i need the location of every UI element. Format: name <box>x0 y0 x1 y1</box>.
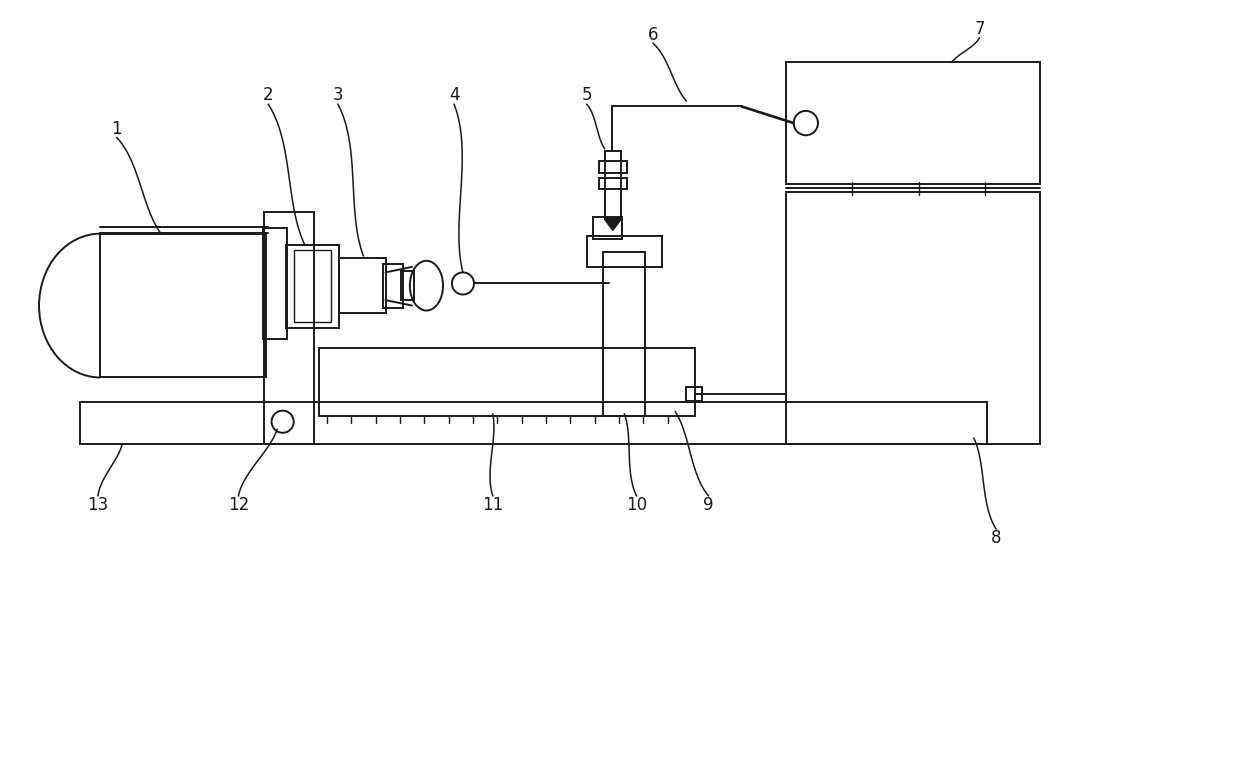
Text: 11: 11 <box>482 496 503 514</box>
Text: 1: 1 <box>112 119 122 138</box>
Bar <box>587 236 662 267</box>
Bar <box>286 245 339 328</box>
Bar <box>594 217 622 239</box>
Bar <box>599 178 626 189</box>
Text: 2: 2 <box>263 87 274 104</box>
Bar <box>100 234 267 378</box>
Bar <box>264 211 314 444</box>
Text: 8: 8 <box>991 529 1002 547</box>
Text: 7: 7 <box>975 20 985 38</box>
Bar <box>604 253 646 416</box>
Bar <box>786 62 1040 184</box>
Text: 10: 10 <box>626 496 647 514</box>
Text: 4: 4 <box>449 87 459 104</box>
Bar <box>605 151 621 219</box>
Text: 3: 3 <box>332 87 343 104</box>
Bar <box>401 271 414 300</box>
Text: 6: 6 <box>649 25 658 44</box>
Bar <box>687 388 702 401</box>
Bar <box>81 402 987 444</box>
Polygon shape <box>605 219 621 231</box>
Bar <box>319 348 696 416</box>
Text: 5: 5 <box>582 87 591 104</box>
Bar <box>383 264 403 308</box>
Text: 13: 13 <box>87 496 109 514</box>
Bar <box>599 161 626 173</box>
Bar <box>263 228 288 339</box>
Text: 9: 9 <box>703 496 714 514</box>
Bar <box>294 250 331 322</box>
Text: 12: 12 <box>228 496 249 514</box>
Bar <box>786 192 1040 444</box>
Bar <box>339 258 386 313</box>
